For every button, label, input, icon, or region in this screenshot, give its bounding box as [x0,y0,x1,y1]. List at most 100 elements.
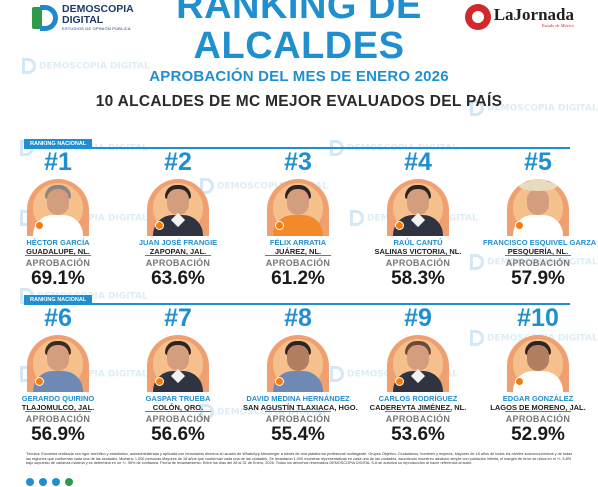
mayor-photo [147,179,209,236]
twitter-icon[interactable] [52,478,60,486]
mayor-card: #8 DAVID MEDINA HERNÁNDEZ SAN AGUSTÍN TL… [243,304,358,464]
mc-logo-icon [395,221,404,230]
mc-logo-icon [155,221,164,230]
divider [385,411,451,412]
brand-name-line2: DIGITAL [62,14,104,26]
page-title-line2: ALCALDES [193,25,405,67]
rank-number: #9 [404,304,432,332]
mayor-name: RAÚL CANTÚ [393,238,443,247]
mayor-name: JUAN JOSÉ FRANGIE [138,238,218,247]
mayor-photo [27,179,89,236]
page-title-line1: RANKING DE [176,0,422,27]
mayor-name: CARLOS RODRÍGUEZ [378,394,458,403]
mayor-city: COLÓN, QRO. [152,403,204,412]
social-icons [26,478,73,486]
mayor-name: DAVID MEDINA HERNÁNDEZ [246,394,350,403]
rank-number: #1 [44,148,72,176]
divider [265,411,331,412]
mayor-photo [147,335,209,392]
methodology-footnote: Técnica: Encuesta realizada con rigor ci… [26,452,573,466]
approval-label: APROBACIÓN [265,258,331,268]
divider [25,411,91,412]
approval-value: 56.9% [31,424,85,445]
rank-number: #2 [164,148,192,176]
mayor-name: EDGAR GONZÁLEZ [502,394,574,403]
brand-name-line1: DEMOSCOPIA [62,3,134,15]
mayor-city: PESQUERÍA, NL. [507,247,569,256]
page-subtitle: APROBACIÓN DEL MES DE ENERO 2026 [149,68,449,85]
mayor-name: FÉLIX ARRATIA [269,238,327,247]
mayor-photo [267,179,329,236]
divider [145,255,211,256]
mayor-card: #10 EDGAR GONZÁLEZ LAGOS DE MORENO, JAL.… [483,304,593,464]
divider [505,411,571,412]
mayor-name: GASPAR TRUEBA [145,394,211,403]
mayor-city: SALINAS VICTORIA, NL. [374,247,462,256]
brand-tagline: ESTUDIOS DE OPINIÓN PÚBLICA [62,26,131,31]
mayor-city: LAGOS DE MORENO, JAL. [490,403,586,412]
headline: 10 ALCALDES DE MC MEJOR EVALUADOS DEL PA… [95,93,503,110]
approval-label: APROBACIÓN [145,414,211,424]
rank-number: #3 [284,148,312,176]
mayor-city: JUÁREZ, NL. [274,247,322,256]
mc-logo-icon [515,377,524,386]
mayor-city: TLAJOMULCO, JAL. [21,403,95,412]
mc-logo-icon [155,377,164,386]
divider [385,255,451,256]
mayor-name: FRANCISCO ESQUIVEL GARZA [483,238,597,247]
mayor-card: #6 GERARDO QUIRINO TLAJOMULCO, JAL. APRO… [3,304,113,464]
mc-logo-icon [275,221,284,230]
rank-number: #4 [404,148,432,176]
divider [265,255,331,256]
divider [25,255,91,256]
rank-number: #5 [524,148,552,176]
band-label: RANKING NACIONAL [24,139,93,149]
mayor-card: #5 FRANCISCO ESQUIVEL GARZA PESQUERÍA, N… [483,148,597,308]
mayor-card: #9 CARLOS RODRÍGUEZ CADEREYTA JIMÉNEZ, N… [363,304,473,464]
brand-logo: DEMOSCOPIA DIGITAL ESTUDIOS DE OPINIÓN P… [32,4,134,31]
approval-value: 55.4% [271,424,325,445]
mayor-card: #7 GASPAR TRUEBA COLÓN, QRO. APROBACIÓN … [123,304,233,464]
mayor-photo [507,179,569,236]
rank-number: #10 [517,304,559,332]
mayor-card: #3 FÉLIX ARRATIA JUÁREZ, NL. APROBACIÓN … [243,148,353,308]
whatsapp-icon[interactable] [65,478,73,486]
mayor-name: GERARDO QUIRINO [21,394,95,403]
mayor-city: SAN AGUSTÍN TLAXIACA, HGO. [243,403,358,412]
approval-label: APROBACIÓN [505,258,571,268]
approval-label: APROBACIÓN [505,414,571,424]
mc-logo-icon [35,377,44,386]
approval-value: 53.6% [391,424,445,445]
mayor-city: GUADALUPE, NL. [26,247,90,256]
lajornada-logo-icon [464,4,491,30]
approval-value: 58.3% [391,268,445,289]
approval-label: APROBACIÓN [385,414,451,424]
mc-logo-icon [275,377,284,386]
approval-value: 57.9% [511,268,565,289]
partner-name: LaJornada [493,5,574,24]
partner-subtitle: Estado de México [541,23,574,28]
mayor-photo [27,335,89,392]
mayor-city: ZAPOPAN, JAL. [149,247,207,256]
band-label: RANKING NACIONAL [24,295,93,305]
instagram-icon[interactable] [39,478,47,486]
approval-label: APROBACIÓN [145,258,211,268]
approval-value: 52.9% [511,424,565,445]
approval-value: 61.2% [271,268,325,289]
approval-label: APROBACIÓN [25,258,91,268]
approval-value: 69.1% [31,268,85,289]
facebook-icon[interactable] [26,478,34,486]
mc-logo-icon [395,377,404,386]
mayor-photo [387,179,449,236]
mayor-photo [387,335,449,392]
rank-number: #6 [44,304,72,332]
mayor-photo [267,335,329,392]
approval-value: 56.6% [151,424,205,445]
divider [505,255,571,256]
mayor-city: CADEREYTA JIMÉNEZ, NL. [369,403,467,412]
band-line [24,303,570,305]
rank-number: #7 [164,304,192,332]
mayor-photo [507,335,569,392]
approval-label: APROBACIÓN [25,414,91,424]
partner-logo: LaJornada Estado de México [464,4,574,30]
